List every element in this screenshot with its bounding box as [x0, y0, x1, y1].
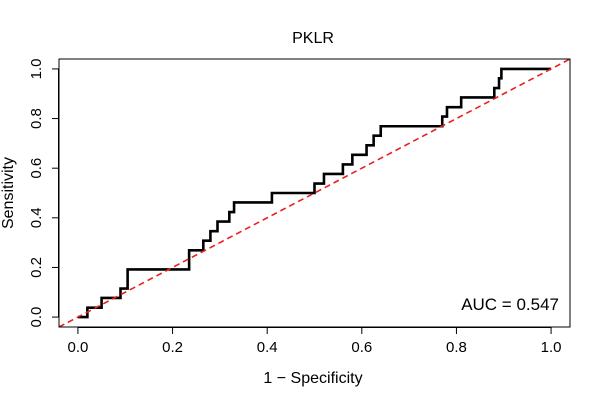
x-tick-label: 0.6 [351, 339, 372, 356]
x-tick-label: 0.4 [257, 339, 278, 356]
y-tick-label: 0.8 [28, 108, 45, 129]
series-line-chance [59, 59, 570, 327]
x-tick-label: 0.2 [162, 339, 183, 356]
y-tick-label: 0.6 [28, 158, 45, 179]
x-axis-label: 1 − Specificity [263, 370, 362, 387]
y-tick-label: 1.0 [28, 58, 45, 79]
x-tick-label: 1.0 [541, 339, 562, 356]
chart-title: PKLR [292, 30, 334, 47]
y-tick-label: 0.0 [28, 307, 45, 328]
y-tick-label: 0.2 [28, 257, 45, 278]
y-axis-label: Sensitivity [0, 157, 17, 229]
x-tick-label: 0.8 [446, 339, 467, 356]
y-tick-label: 0.4 [28, 207, 45, 228]
series-line-roc [77, 67, 552, 319]
x-tick-label: 0.0 [67, 339, 88, 356]
auc-annotation: AUC = 0.547 [461, 295, 559, 314]
